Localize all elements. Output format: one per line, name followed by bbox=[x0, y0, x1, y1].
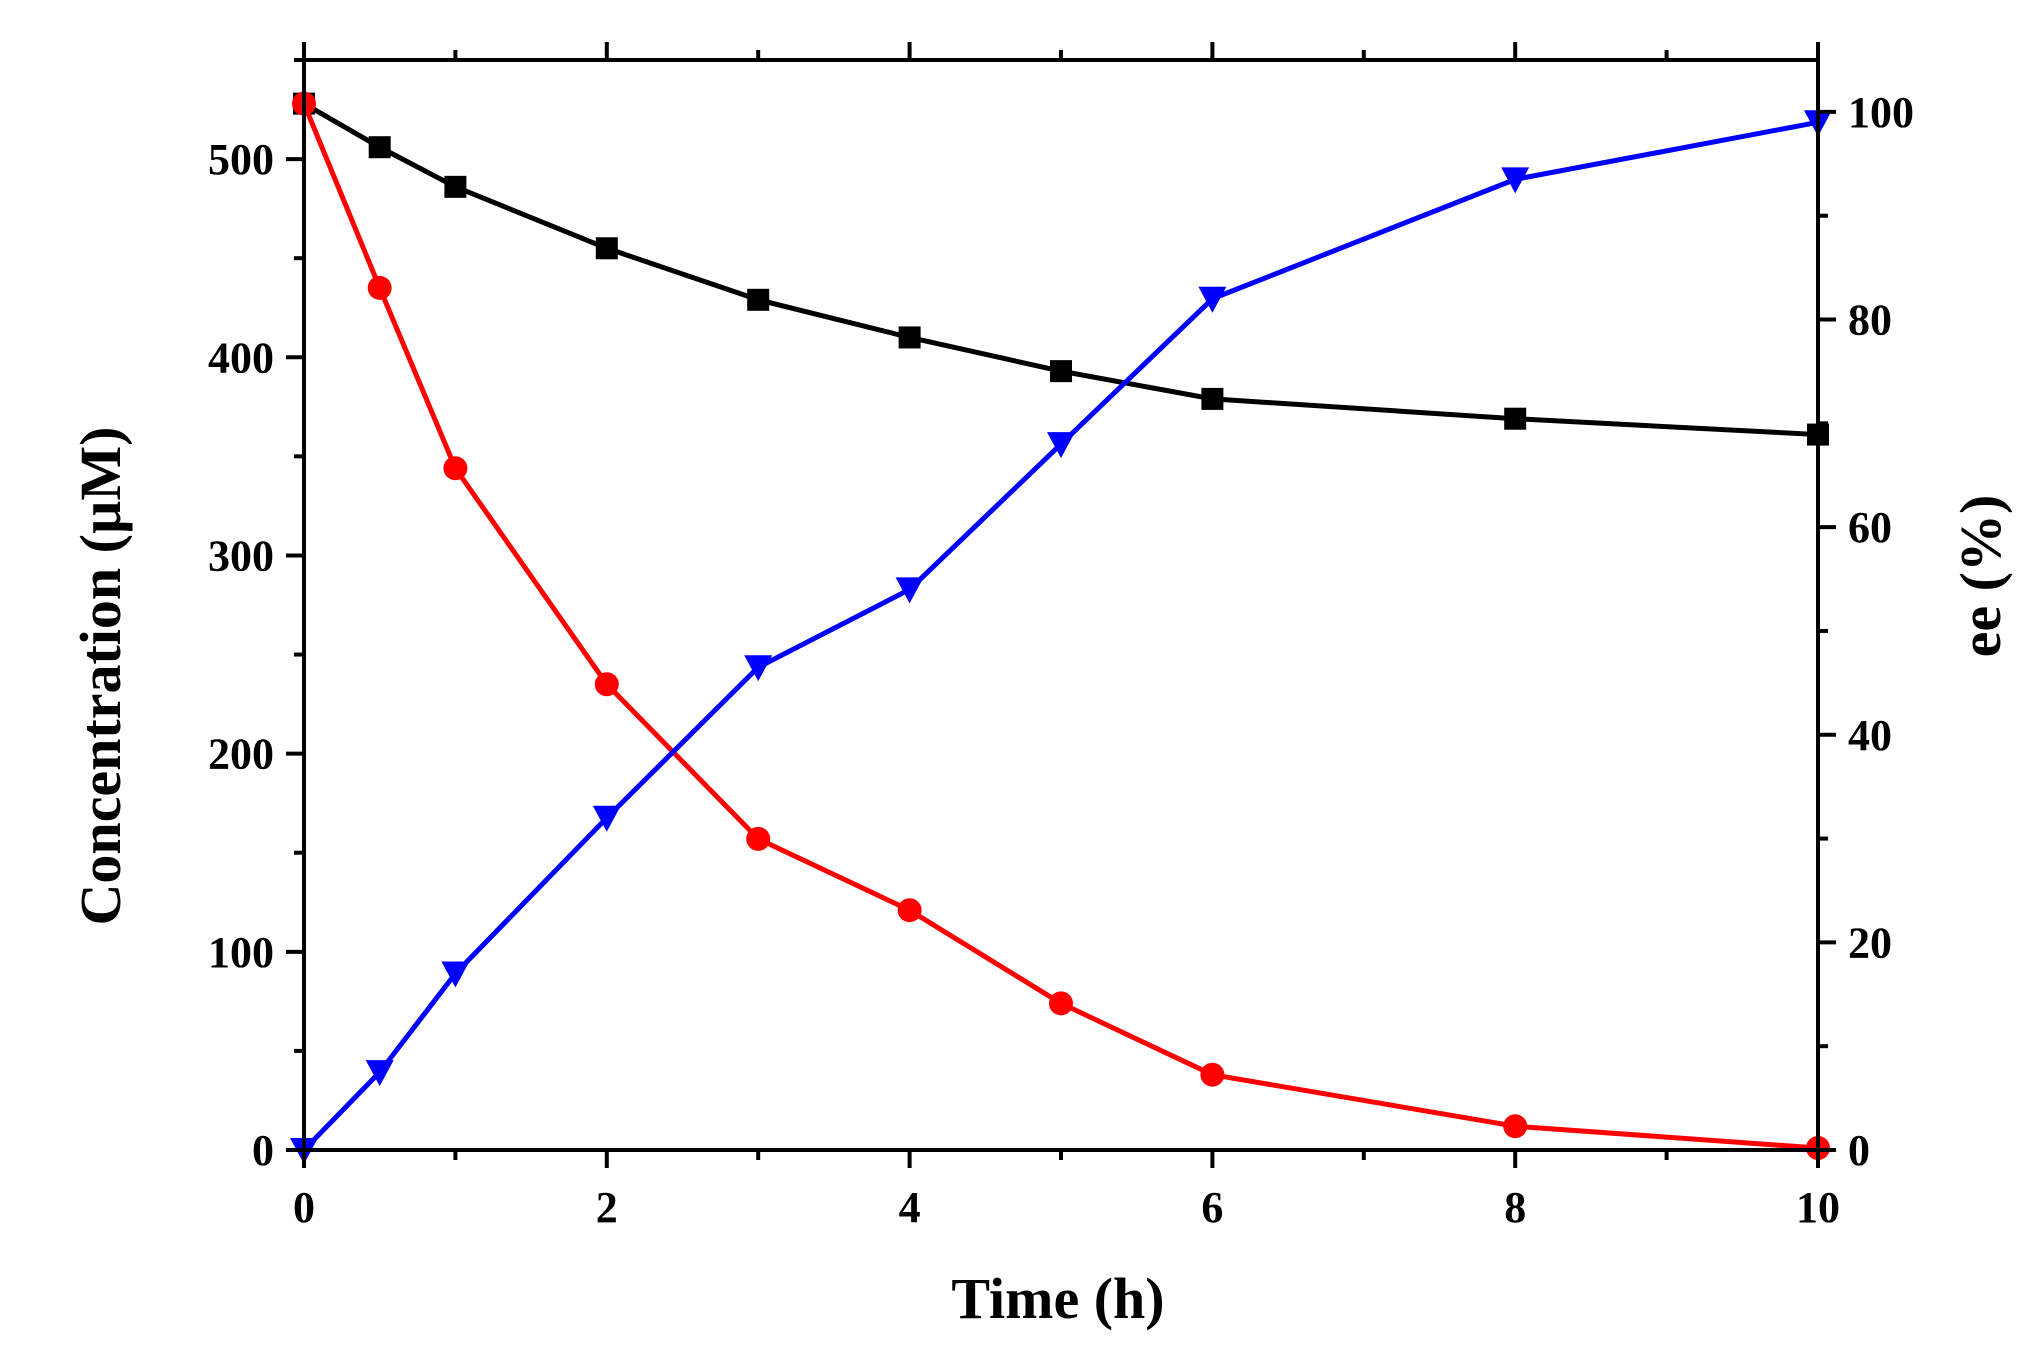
red-circles-point bbox=[1049, 991, 1073, 1016]
x-tick-label: 2 bbox=[596, 1183, 618, 1232]
y-right-tick-label: 100 bbox=[1848, 88, 1914, 137]
plot-frame bbox=[302, 58, 1820, 1152]
x-tick-label: 8 bbox=[1504, 1183, 1526, 1232]
axes-layer bbox=[286, 42, 1836, 1168]
red-circles-point bbox=[746, 826, 771, 851]
red-circles-point bbox=[1503, 1114, 1528, 1139]
red-circles-point bbox=[443, 456, 468, 481]
series-layer bbox=[290, 91, 1832, 1164]
black-squares-point bbox=[444, 175, 467, 198]
y-left-tick-label: 300 bbox=[208, 531, 274, 580]
red-circles-point bbox=[897, 898, 922, 923]
y-left-tick-label: 400 bbox=[208, 333, 274, 382]
x-tick-label: 10 bbox=[1796, 1183, 1840, 1232]
blue-triangles-point bbox=[1198, 286, 1227, 313]
y-left-tick-label: 500 bbox=[208, 135, 274, 184]
red-circles-point bbox=[594, 672, 619, 697]
blue-triangles-point bbox=[592, 805, 621, 832]
blue-triangles-point bbox=[441, 961, 470, 988]
y-right-tick-label: 0 bbox=[1848, 1126, 1870, 1175]
y-left-tick-label: 200 bbox=[208, 730, 274, 779]
y-axis-right-title: ee (%) bbox=[1948, 495, 2013, 658]
black-squares-point bbox=[898, 326, 921, 349]
x-tick-label: 0 bbox=[293, 1183, 315, 1232]
x-tick-label: 6 bbox=[1201, 1183, 1223, 1232]
y-right-tick-label: 20 bbox=[1848, 918, 1892, 967]
y-right-tick-label: 60 bbox=[1848, 503, 1892, 552]
blue-triangles-point bbox=[365, 1060, 394, 1087]
black-squares-point bbox=[368, 136, 391, 159]
blue-triangles-point bbox=[1047, 432, 1075, 459]
red-circles-line bbox=[301, 102, 1819, 1151]
x-axis-title: Time (h) bbox=[951, 1266, 1164, 1331]
black-squares-point bbox=[1050, 360, 1072, 383]
black-squares-point bbox=[1504, 407, 1527, 430]
black-squares-point bbox=[595, 237, 618, 260]
black-squares-point bbox=[1201, 387, 1224, 410]
x-tick-label: 4 bbox=[899, 1183, 921, 1232]
y-left-tick-label: 0 bbox=[252, 1126, 274, 1175]
black-squares-point bbox=[747, 288, 770, 311]
blue-triangles-point bbox=[895, 577, 924, 604]
y-left-tick-label: 100 bbox=[208, 928, 274, 977]
blue-triangles-line bbox=[302, 119, 1819, 1152]
y-right-tick-label: 80 bbox=[1848, 296, 1892, 345]
red-circles-point bbox=[1200, 1062, 1225, 1087]
y-right-tick-label: 40 bbox=[1848, 711, 1892, 760]
red-circles-point bbox=[367, 275, 392, 300]
blue-triangles-point bbox=[744, 655, 773, 682]
y-axis-left-title: Concentration (µM) bbox=[68, 427, 133, 926]
black-squares-line bbox=[302, 101, 1819, 438]
blue-triangles-point bbox=[1501, 167, 1530, 194]
